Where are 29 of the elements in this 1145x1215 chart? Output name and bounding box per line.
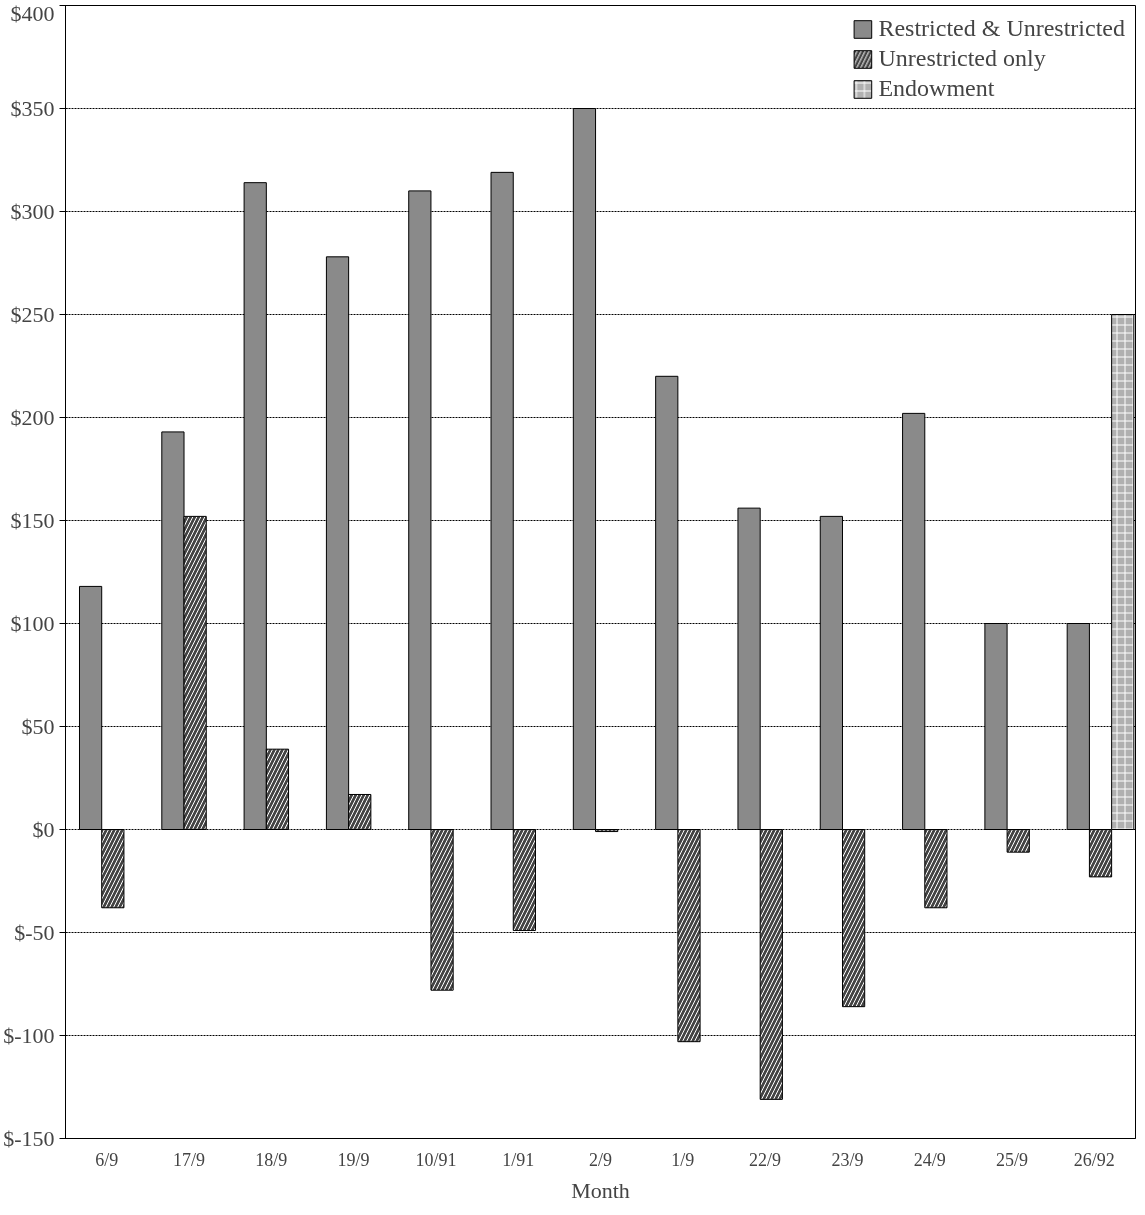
legend-label: Unrestricted only: [878, 45, 1046, 72]
x-axis-title: Month: [571, 1177, 630, 1203]
x-tick-label: 18/9: [255, 1149, 288, 1170]
x-tick-label: 24/9: [913, 1149, 946, 1170]
y-tick-label: $150: [10, 508, 55, 533]
y-tick-label: $300: [10, 199, 55, 224]
y-tick-label: $50: [21, 714, 55, 739]
x-tick-label: 10/91: [415, 1149, 457, 1170]
y-tick-label: $350: [10, 96, 55, 121]
y-tick-label: $0: [32, 817, 55, 842]
x-tick-label: 19/9: [337, 1149, 370, 1170]
y-tick-label: $250: [10, 302, 55, 327]
x-tick-label: 26/92: [1073, 1149, 1115, 1170]
x-tick-label: 6/9: [95, 1149, 119, 1170]
y-tick-label: $-50: [14, 920, 55, 945]
x-tick-label: 17/9: [172, 1149, 205, 1170]
y-tick-label: $-150: [3, 1126, 55, 1151]
x-tick-label: 25/9: [996, 1149, 1029, 1170]
y-tick-label: $-100: [3, 1023, 55, 1048]
y-tick-label: $400: [10, 0, 55, 26]
x-tick-label: 23/9: [831, 1149, 864, 1170]
legend-label: Endowment: [878, 75, 995, 102]
x-tick-label: 1/9: [671, 1149, 695, 1170]
y-tick-label: $100: [10, 611, 55, 636]
x-tick-label: 1/91: [502, 1149, 535, 1170]
legend-label: Restricted & Unrestricted: [878, 15, 1125, 42]
x-tick-label: 2/9: [589, 1149, 613, 1170]
y-tick-label: $200: [10, 405, 55, 430]
x-tick-label: 22/9: [749, 1149, 782, 1170]
